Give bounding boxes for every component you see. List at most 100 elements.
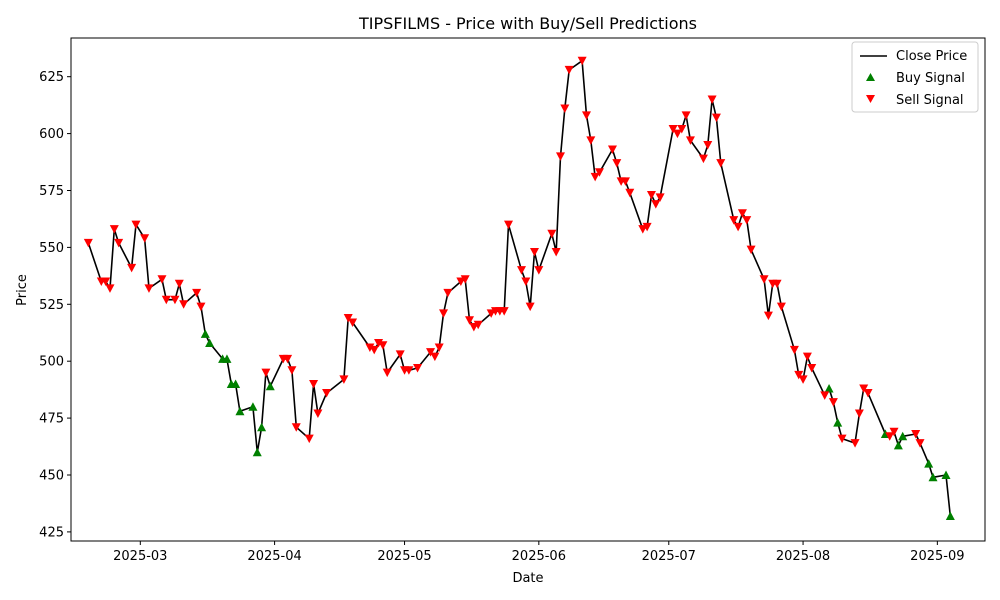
buy-signal-marker bbox=[257, 422, 267, 432]
sell-signal-marker bbox=[348, 318, 358, 328]
axes-frame bbox=[70, 37, 986, 542]
y-tick-label: 525 bbox=[39, 298, 64, 313]
y-tick-label: 600 bbox=[39, 127, 64, 142]
sell-signal-marker bbox=[460, 275, 470, 284]
buy-signal-marker bbox=[924, 459, 934, 468]
sell-signal-marker bbox=[551, 247, 561, 257]
y-tick-label: 475 bbox=[39, 412, 64, 427]
legend-sell-signal-swatch bbox=[866, 95, 875, 103]
buy-signal-marker bbox=[898, 431, 908, 441]
x-tick-label: 2025-06 bbox=[512, 549, 566, 564]
sell-signal-marker bbox=[625, 188, 635, 198]
sell-signal-marker bbox=[174, 279, 184, 289]
sell-signal-marker bbox=[365, 343, 375, 353]
buy-signal-marker bbox=[248, 402, 258, 411]
sell-signal-marker bbox=[594, 168, 604, 177]
sell-signal-marker bbox=[581, 111, 591, 120]
sell-signal-marker bbox=[382, 368, 392, 378]
sell-signal-marker bbox=[140, 234, 150, 243]
legend-frame bbox=[851, 41, 979, 113]
sell-signal-marker bbox=[378, 341, 388, 350]
buy-signal-marker bbox=[231, 379, 241, 388]
sell-signal-marker bbox=[711, 113, 721, 123]
sell-signal-marker bbox=[170, 295, 180, 305]
legend-sell-signal-label: Sell Signal bbox=[896, 93, 964, 108]
sell-signal-marker bbox=[521, 277, 531, 287]
sell-signal-marker bbox=[560, 104, 570, 114]
buy-signal-marker bbox=[928, 472, 938, 482]
sell-signal-marker bbox=[802, 352, 812, 362]
y-tick-label: 550 bbox=[39, 241, 64, 256]
buy-signal-marker bbox=[945, 511, 955, 520]
buy-signal-marker bbox=[200, 329, 210, 338]
sell-signal-marker bbox=[677, 125, 687, 134]
sell-signal-marker bbox=[716, 159, 726, 168]
sell-signal-marker bbox=[131, 220, 141, 230]
sell-signal-marker bbox=[287, 366, 297, 375]
x-tick-label: 2025-09 bbox=[910, 549, 964, 564]
sell-signal-marker bbox=[703, 140, 713, 150]
sell-signal-marker bbox=[517, 266, 527, 275]
sell-signal-marker bbox=[343, 313, 353, 323]
sell-signal-marker bbox=[283, 354, 293, 364]
y-tick-label: 425 bbox=[39, 525, 64, 540]
sell-signal-marker bbox=[109, 225, 119, 234]
sell-signal-marker bbox=[854, 409, 864, 419]
sell-signal-marker bbox=[672, 129, 682, 139]
sell-signal-marker bbox=[127, 263, 137, 273]
sell-signal-marker bbox=[850, 439, 860, 448]
x-tick-label: 2025-04 bbox=[247, 549, 301, 564]
sell-signal-marker bbox=[586, 136, 596, 145]
sell-signal-marker bbox=[504, 220, 514, 230]
plot-area: 425 450 475 500 525 550 575 600 625 2025-03 2025-0… bbox=[39, 37, 986, 564]
sell-signal-marker bbox=[651, 200, 661, 209]
x-tick-label: 2025-07 bbox=[642, 549, 696, 564]
sell-signal-marker bbox=[607, 145, 617, 155]
sell-signal-marker bbox=[413, 364, 423, 373]
sell-signal-marker bbox=[772, 279, 782, 289]
sell-signal-marker bbox=[465, 316, 475, 325]
sell-signal-marker bbox=[473, 320, 483, 330]
sell-signal-marker bbox=[261, 368, 271, 378]
sell-signal-marker bbox=[439, 309, 449, 318]
sell-signal-marker bbox=[863, 389, 873, 398]
sell-signal-marker bbox=[101, 277, 111, 287]
sell-signal-marker bbox=[820, 391, 830, 400]
sell-signal-marker bbox=[114, 238, 124, 248]
x-tick-label: 2025-08 bbox=[776, 549, 830, 564]
sell-signal-marker bbox=[395, 350, 405, 359]
buy-signal-marker bbox=[252, 447, 262, 457]
y-tick-label: 625 bbox=[39, 70, 64, 85]
sell-signal-marker bbox=[911, 430, 921, 439]
x-tick-label: 2025-05 bbox=[377, 549, 431, 564]
sell-signal-marker bbox=[737, 209, 747, 218]
sell-signal-marker bbox=[681, 111, 691, 120]
sell-signal-marker bbox=[707, 95, 717, 104]
sell-signal-marker bbox=[309, 379, 319, 389]
sell-signal-marker bbox=[525, 302, 535, 312]
sell-signal-marker bbox=[668, 125, 678, 134]
chart-title: TIPSFILMS - Price with Buy/Sell Predicti… bbox=[358, 14, 697, 33]
sell-signal-marker bbox=[577, 56, 587, 66]
sell-signal-marker bbox=[534, 266, 544, 275]
buy-signal-marker bbox=[893, 440, 903, 450]
sell-signal-marker bbox=[742, 216, 752, 225]
buy-signal-marker bbox=[205, 338, 215, 347]
sell-signal-marker bbox=[529, 247, 539, 257]
sell-signal-marker bbox=[192, 288, 202, 298]
sell-signal-marker bbox=[794, 370, 804, 380]
sell-signal-marker bbox=[291, 423, 301, 432]
sell-signal-marker bbox=[746, 245, 756, 255]
sell-signal-marker bbox=[426, 348, 436, 357]
sell-signal-marker bbox=[859, 384, 869, 394]
sell-signal-marker bbox=[555, 152, 565, 161]
sell-signal-marker bbox=[698, 154, 708, 164]
sell-signal-marker bbox=[798, 375, 808, 384]
y-tick-label: 575 bbox=[39, 184, 64, 199]
x-tick-label: 2025-03 bbox=[113, 549, 167, 564]
sell-signal-marker bbox=[759, 275, 769, 284]
sell-signal-marker bbox=[369, 345, 379, 355]
sell-signal-marker bbox=[304, 434, 314, 444]
sell-signal-marker bbox=[179, 300, 189, 309]
sell-signal-marker bbox=[837, 434, 847, 444]
